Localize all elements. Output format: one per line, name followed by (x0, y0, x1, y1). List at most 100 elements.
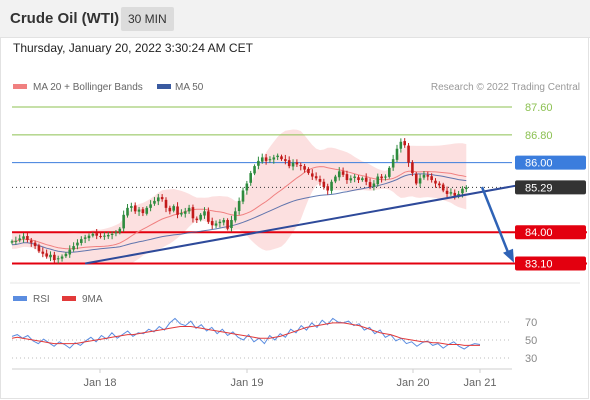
candle-body (453, 192, 457, 196)
candle-body (137, 209, 141, 212)
candle (41, 247, 45, 258)
candle-body (14, 240, 18, 242)
candle-body (237, 200, 241, 211)
candle-body (314, 176, 318, 179)
candle-body (41, 251, 45, 254)
candle-body (407, 145, 410, 163)
candle-body (76, 242, 79, 246)
candle (72, 242, 75, 252)
trendline (84, 181, 536, 265)
candle-body (106, 234, 110, 237)
candle-body (91, 233, 95, 236)
candle (434, 178, 437, 188)
candle-body (253, 166, 256, 174)
candle-body (83, 237, 87, 239)
ma50-legend-swatch (157, 84, 171, 89)
candle (56, 255, 60, 264)
candle (291, 159, 295, 171)
candle (68, 245, 72, 258)
candle-body (441, 184, 445, 191)
forecast-arrow-shaft (480, 186, 511, 256)
rsi-line (11, 317, 481, 350)
candle (83, 234, 87, 244)
candle-body (311, 173, 314, 177)
candle-body (414, 173, 418, 184)
candle (49, 251, 52, 262)
time-label-jan-20: Jan 20 (396, 377, 429, 389)
candle-body (260, 157, 264, 162)
candle-body (372, 183, 376, 187)
rsi-legend-label: RSI (33, 294, 50, 305)
candle (337, 167, 341, 181)
candle-body (241, 190, 245, 202)
candle-body (230, 220, 233, 229)
candle (257, 156, 260, 170)
candle (180, 209, 183, 217)
candle-body (145, 207, 149, 214)
candle-body (287, 160, 291, 167)
candle-body (49, 254, 52, 258)
candle (10, 239, 14, 245)
candle-body (149, 204, 152, 208)
candle (141, 207, 145, 217)
candle-body (341, 171, 345, 175)
candle (110, 231, 114, 240)
candle-body (395, 148, 399, 160)
candle-body (322, 181, 326, 187)
candle-body (445, 190, 449, 194)
candle (183, 207, 187, 218)
level-tag-85-29 (515, 180, 586, 195)
bollinger-band-area (12, 129, 467, 265)
candle (253, 164, 256, 176)
candle (445, 186, 449, 198)
candle-body (388, 167, 391, 177)
candle (203, 207, 206, 219)
candle (157, 194, 160, 206)
candle-body (172, 206, 175, 211)
candle (164, 197, 168, 213)
candle-body (364, 177, 368, 182)
ma20-line (11, 166, 467, 250)
time-axis-labels: Jan 18 Jan 19 Jan 20 Jan 21 (83, 369, 497, 389)
candle-body (449, 192, 453, 194)
candle-body (99, 236, 102, 238)
candle-body (457, 193, 460, 196)
chart-header: Crude Oil (WTI) 30 MIN (0, 0, 590, 38)
ma9-legend-swatch (62, 296, 76, 301)
candle-body (291, 162, 295, 167)
candle (326, 183, 329, 195)
candle (126, 204, 129, 218)
candle-body (349, 178, 353, 181)
candle (349, 175, 353, 183)
candle (376, 173, 380, 187)
candle-body (268, 159, 272, 161)
candle-body (118, 228, 122, 233)
candle (453, 189, 457, 200)
candle-body (334, 176, 337, 182)
candle-body (226, 220, 229, 229)
candle (284, 154, 287, 165)
candle (168, 205, 172, 215)
candle-body (430, 176, 433, 181)
candle (118, 226, 122, 235)
candle (60, 254, 64, 262)
candle-body (249, 173, 252, 183)
candle (361, 176, 364, 182)
candle-body (207, 211, 210, 222)
candle (449, 188, 453, 196)
level-tag-86-00 (515, 155, 586, 170)
candle (341, 167, 345, 177)
candle-body (376, 176, 380, 185)
candle (99, 232, 102, 239)
candle (384, 174, 387, 181)
candle-body (37, 245, 41, 252)
time-label-jan-21: Jan 21 (463, 377, 496, 389)
level-label-85-29: 85.29 (525, 182, 553, 194)
candle-body (245, 183, 249, 191)
timeframe-badge[interactable]: 30 MIN (121, 7, 174, 31)
candle (145, 206, 149, 216)
candle-body (157, 197, 160, 202)
rsi-panel: 70 50 30 (11, 317, 537, 365)
bollinger-bands (12, 129, 467, 265)
candle-body (10, 241, 14, 243)
